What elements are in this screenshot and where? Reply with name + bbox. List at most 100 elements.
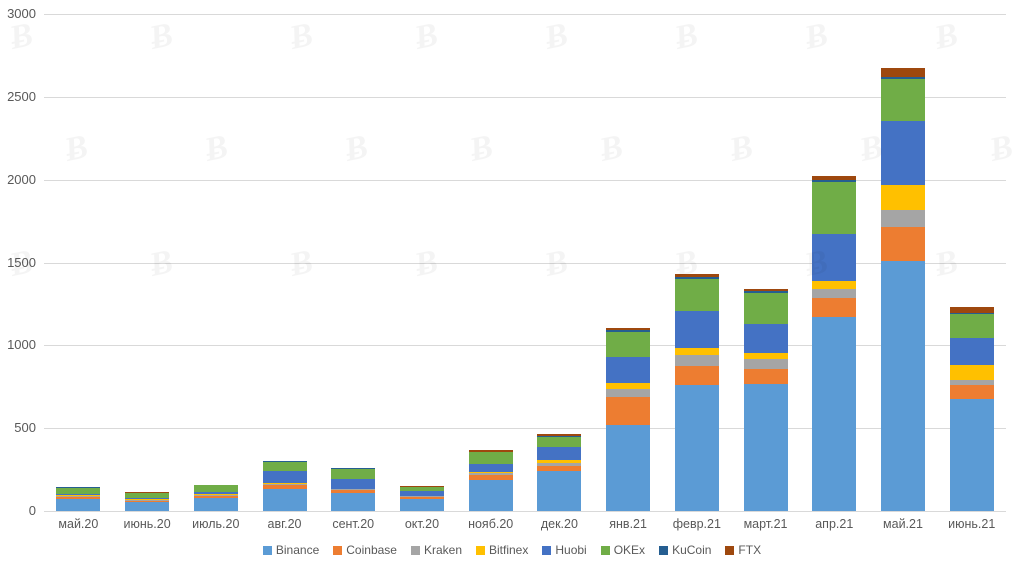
bar-segment-bitfinex[interactable] xyxy=(56,495,101,497)
stacked-bar[interactable] xyxy=(468,450,513,511)
bar-segment-binance[interactable] xyxy=(812,317,857,511)
bar-segment-huobi[interactable] xyxy=(674,311,719,348)
bar-segment-coinbase[interactable] xyxy=(606,397,651,425)
bar-segment-huobi[interactable] xyxy=(606,357,651,383)
bar-segment-ftx[interactable] xyxy=(674,274,719,278)
bar-segment-bitfinex[interactable] xyxy=(949,365,994,381)
bar-segment-bitfinex[interactable] xyxy=(606,382,651,390)
bar-segment-huobi[interactable] xyxy=(331,479,376,489)
bar-segment-huobi[interactable] xyxy=(949,338,994,366)
bar-segment-binance[interactable] xyxy=(743,384,788,511)
stacked-bar[interactable] xyxy=(399,486,444,511)
bar-segment-okex[interactable] xyxy=(262,461,307,472)
bar-segment-ftx[interactable] xyxy=(812,175,857,181)
bar-segment-huobi[interactable] xyxy=(262,471,307,483)
bar-segment-kucoin[interactable] xyxy=(537,436,582,437)
bar-segment-kraken[interactable] xyxy=(537,462,582,466)
bar-segment-kucoin[interactable] xyxy=(812,180,857,183)
bar-segment-kraken[interactable] xyxy=(880,210,925,227)
bar-segment-kraken[interactable] xyxy=(331,489,376,491)
bar-segment-okex[interactable] xyxy=(949,314,994,339)
bar-segment-kucoin[interactable] xyxy=(674,277,719,280)
stacked-bar[interactable] xyxy=(537,434,582,511)
bar-segment-kucoin[interactable] xyxy=(949,313,994,315)
legend-item-kucoin[interactable]: KuCoin xyxy=(659,543,711,557)
legend-item-coinbase[interactable]: Coinbase xyxy=(333,543,397,557)
bar-segment-binance[interactable] xyxy=(674,385,719,511)
bar-segment-kraken[interactable] xyxy=(399,496,444,497)
bar-segment-ftx[interactable] xyxy=(743,288,788,292)
bar-segment-binance[interactable] xyxy=(949,399,994,511)
stacked-bar[interactable] xyxy=(812,175,857,511)
bar-segment-okex[interactable] xyxy=(331,468,376,480)
bar-segment-coinbase[interactable] xyxy=(262,484,307,490)
bar-segment-okex[interactable] xyxy=(56,487,101,494)
bar-segment-kraken[interactable] xyxy=(606,389,651,398)
bar-segment-huobi[interactable] xyxy=(812,233,857,282)
stacked-bar[interactable] xyxy=(949,306,994,511)
bar-segment-binance[interactable] xyxy=(468,480,513,511)
bar-segment-coinbase[interactable] xyxy=(880,226,925,261)
bar-segment-ftx[interactable] xyxy=(468,450,513,452)
bar-segment-kraken[interactable] xyxy=(56,496,101,498)
bar-segment-ftx[interactable] xyxy=(262,460,307,462)
bar-segment-kraken[interactable] xyxy=(193,494,238,496)
bar-segment-coinbase[interactable] xyxy=(949,384,994,400)
bar-segment-binance[interactable] xyxy=(399,499,444,511)
bar-segment-kraken[interactable] xyxy=(674,354,719,366)
bar-segment-okex[interactable] xyxy=(193,485,238,493)
bar-segment-ftx[interactable] xyxy=(331,467,376,469)
bar-segment-huobi[interactable] xyxy=(743,323,788,354)
bar-segment-okex[interactable] xyxy=(399,487,444,491)
stacked-bar[interactable] xyxy=(743,288,788,511)
bar-segment-okex[interactable] xyxy=(743,292,788,324)
bar-segment-binance[interactable] xyxy=(125,502,170,511)
stacked-bar[interactable] xyxy=(606,328,651,511)
bar-segment-kraken[interactable] xyxy=(743,359,788,369)
bar-segment-ftx[interactable] xyxy=(537,434,582,437)
legend-item-huobi[interactable]: Huobi xyxy=(542,543,587,557)
legend-item-okex[interactable]: OKEx xyxy=(600,543,645,557)
bar-segment-okex[interactable] xyxy=(880,79,925,121)
bar-segment-kraken[interactable] xyxy=(262,483,307,485)
bar-segment-ftx[interactable] xyxy=(949,306,994,314)
bar-segment-binance[interactable] xyxy=(193,498,238,511)
stacked-bar[interactable] xyxy=(193,484,238,511)
legend-item-binance[interactable]: Binance xyxy=(262,543,319,557)
bar-segment-coinbase[interactable] xyxy=(743,368,788,385)
bar-segment-coinbase[interactable] xyxy=(812,297,857,318)
bar-segment-kraken[interactable] xyxy=(812,289,857,298)
legend-item-kraken[interactable]: Kraken xyxy=(410,543,462,557)
legend-item-bitfinex[interactable]: Bitfinex xyxy=(476,543,528,557)
bar-segment-huobi[interactable] xyxy=(125,498,170,500)
bar-segment-okex[interactable] xyxy=(537,436,582,448)
bar-segment-bitfinex[interactable] xyxy=(880,185,925,211)
bar-segment-binance[interactable] xyxy=(56,499,101,511)
bar-segment-okex[interactable] xyxy=(812,182,857,234)
bar-segment-okex[interactable] xyxy=(125,493,170,499)
stacked-bar[interactable] xyxy=(674,274,719,511)
bar-segment-ftx[interactable] xyxy=(880,67,925,77)
bar-segment-coinbase[interactable] xyxy=(125,500,170,503)
bar-segment-binance[interactable] xyxy=(537,471,582,511)
bar-segment-huobi[interactable] xyxy=(56,493,101,496)
bar-segment-kraken[interactable] xyxy=(125,500,170,501)
bar-segment-bitfinex[interactable] xyxy=(812,281,857,290)
bar-segment-okex[interactable] xyxy=(674,279,719,312)
bar-segment-bitfinex[interactable] xyxy=(262,482,307,484)
bar-segment-kraken[interactable] xyxy=(468,472,513,475)
bar-segment-huobi[interactable] xyxy=(537,447,582,461)
bar-segment-huobi[interactable] xyxy=(468,463,513,472)
bar-segment-coinbase[interactable] xyxy=(399,496,444,500)
stacked-bar[interactable] xyxy=(880,67,925,511)
stacked-bar[interactable] xyxy=(331,467,376,511)
stacked-bar[interactable] xyxy=(125,492,170,511)
bar-segment-coinbase[interactable] xyxy=(193,495,238,499)
bar-segment-coinbase[interactable] xyxy=(674,365,719,386)
bar-segment-kraken[interactable] xyxy=(949,380,994,385)
bar-segment-binance[interactable] xyxy=(606,424,651,511)
bar-segment-kucoin[interactable] xyxy=(606,330,651,332)
bar-segment-okex[interactable] xyxy=(468,452,513,464)
bar-segment-huobi[interactable] xyxy=(193,492,238,494)
bar-segment-bitfinex[interactable] xyxy=(674,348,719,355)
